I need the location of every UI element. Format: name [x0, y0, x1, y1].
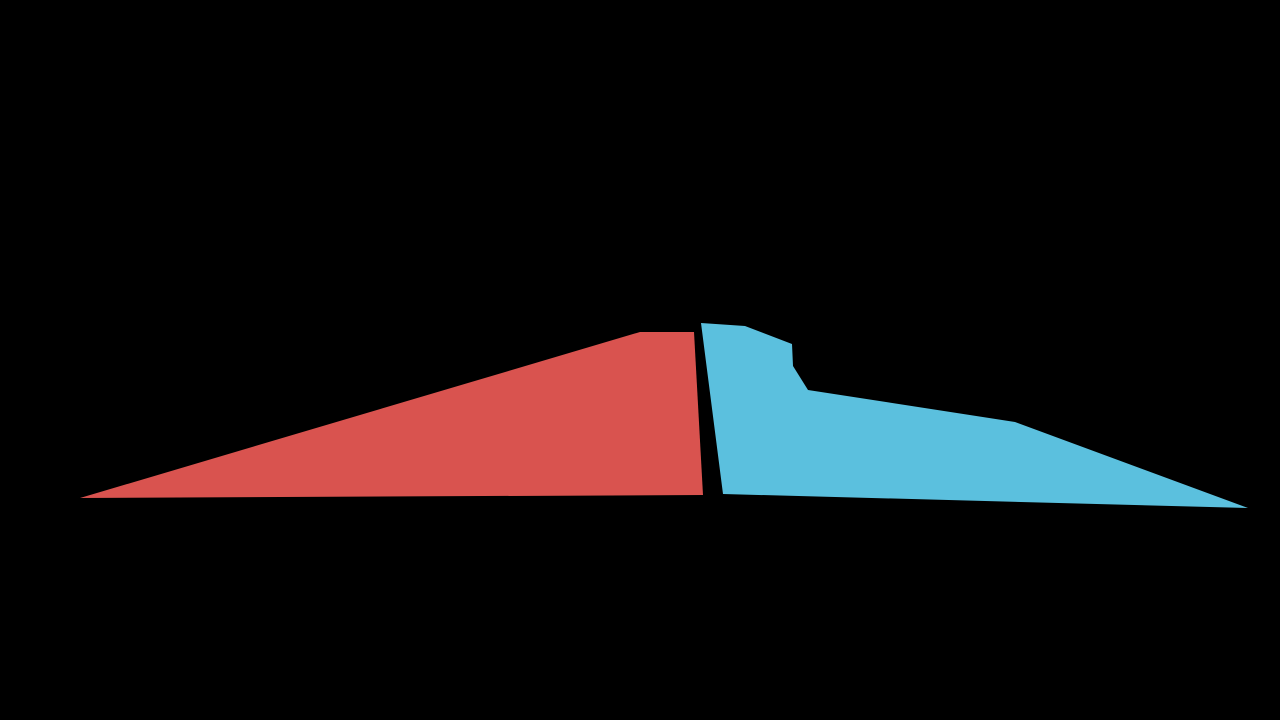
- left-red-shape: [80, 332, 703, 498]
- right-blue-shape: [701, 323, 1248, 508]
